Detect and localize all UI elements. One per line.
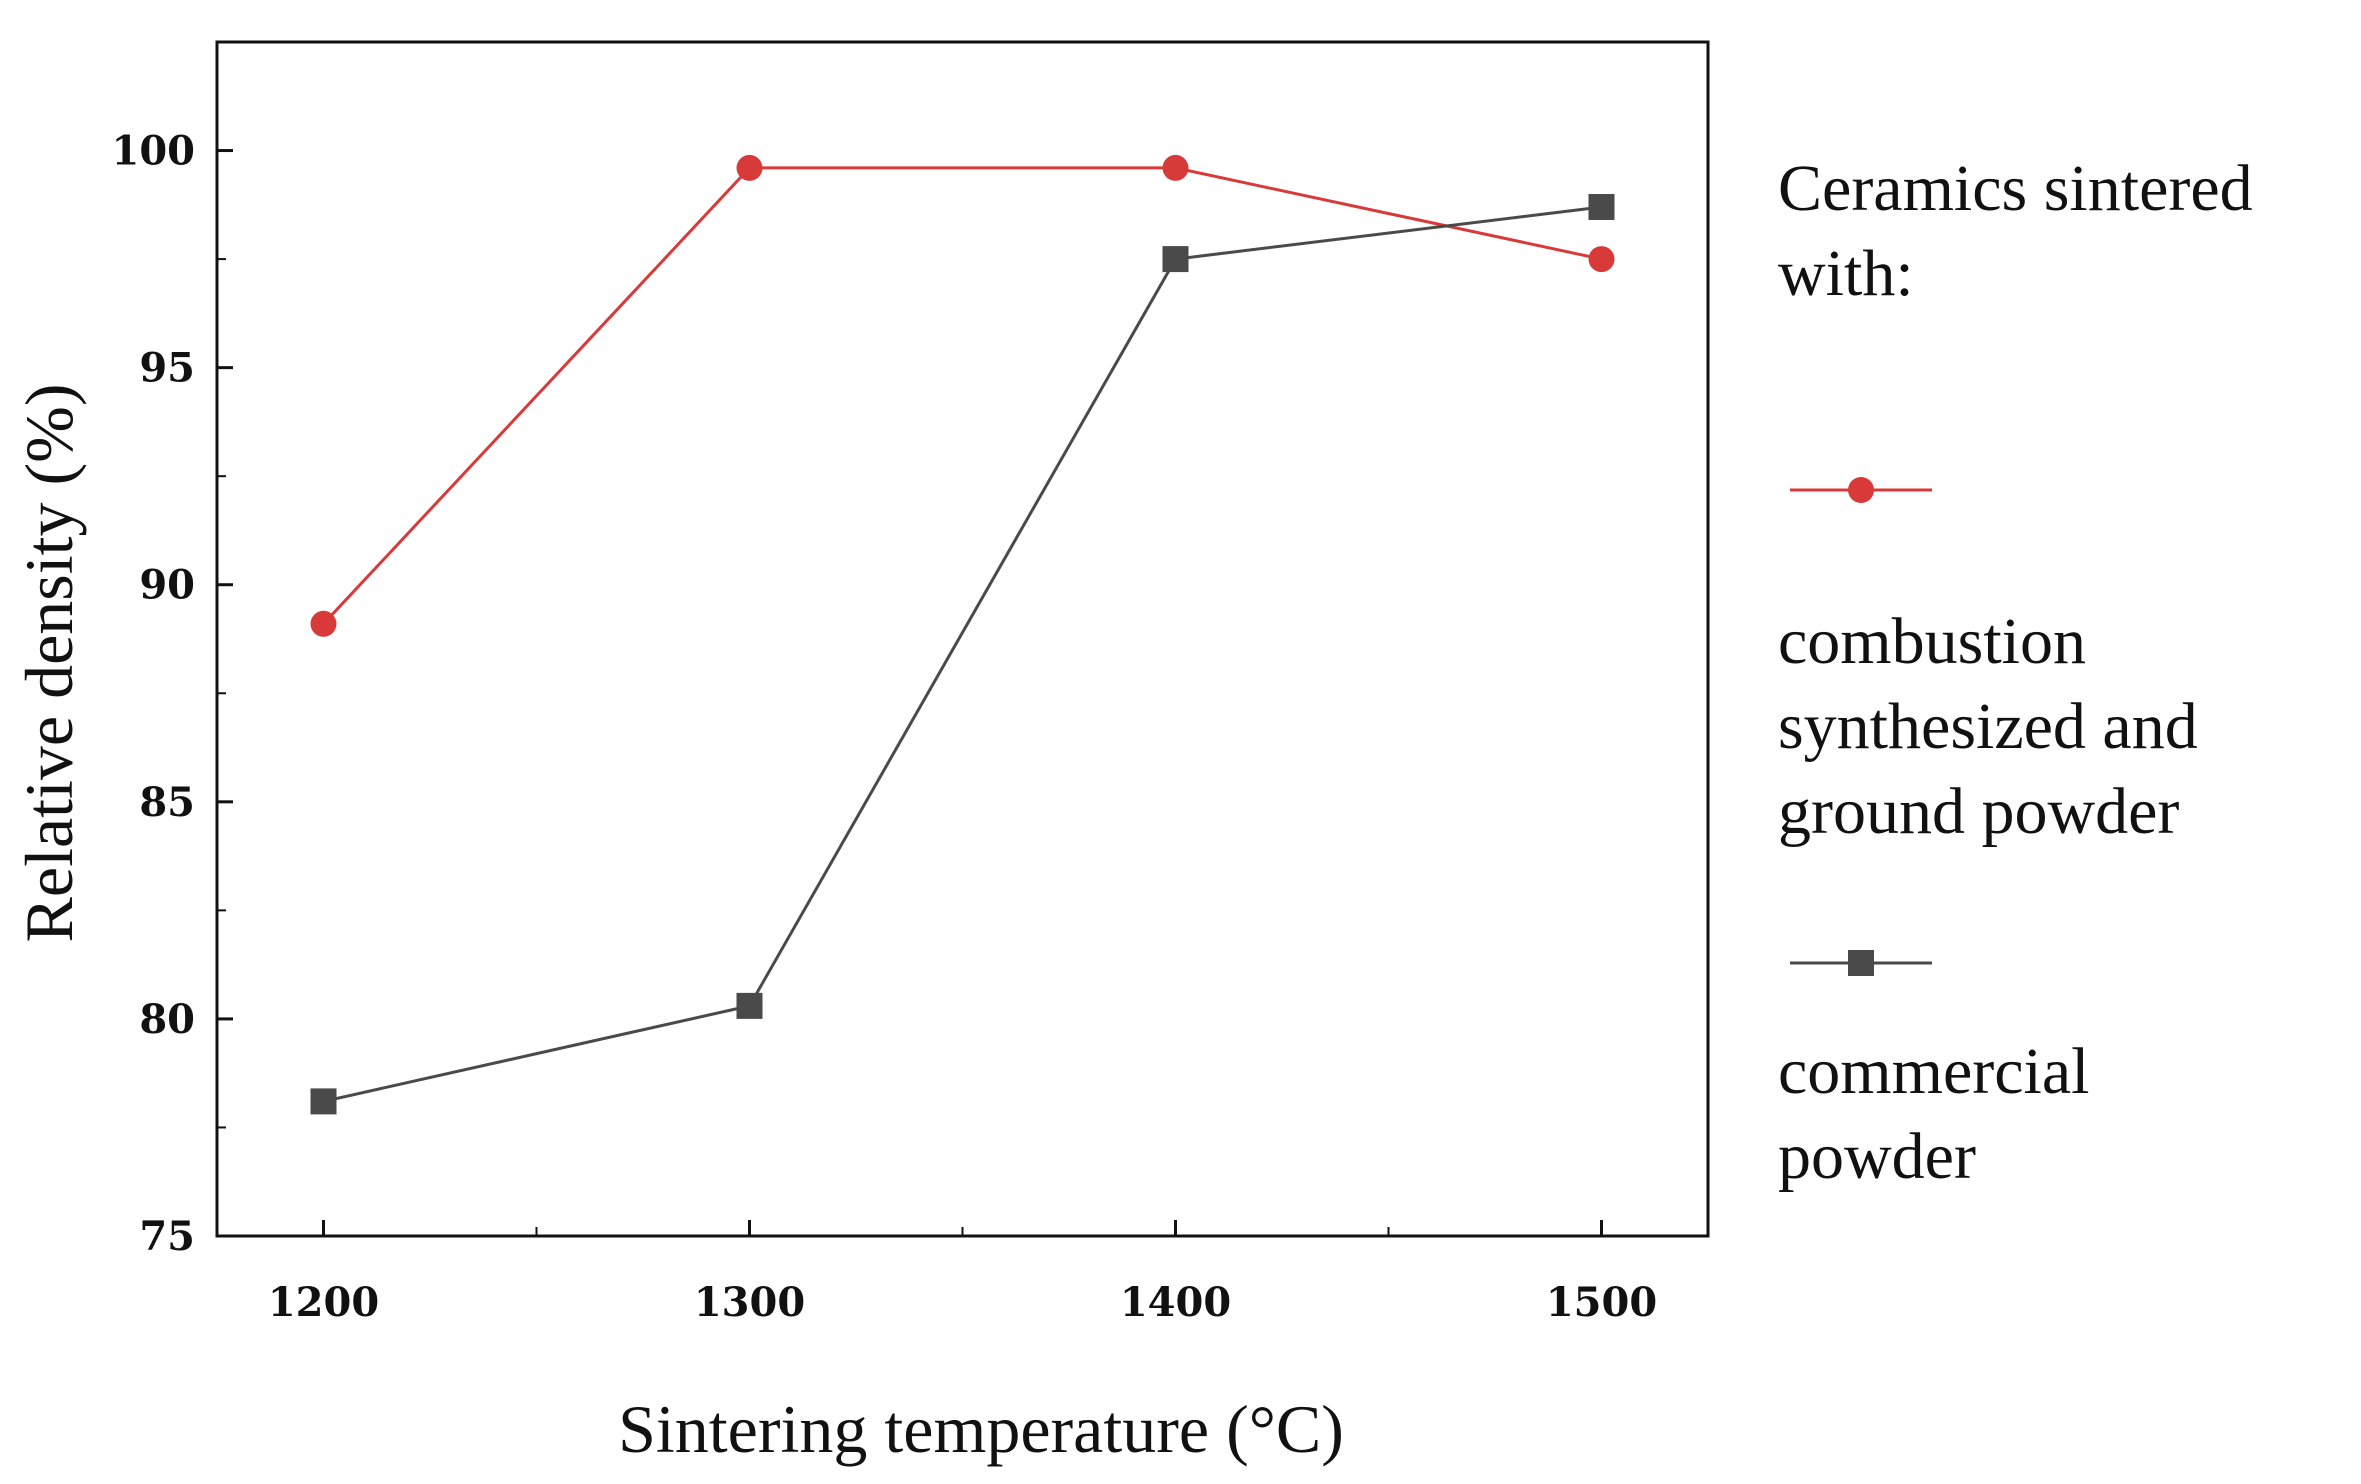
y-tick-label: 85 — [139, 779, 195, 826]
data-point-combustion — [1588, 246, 1615, 273]
x-tick-label: 1300 — [694, 1279, 805, 1326]
legend-marker-commercial — [1848, 950, 1874, 976]
y-tick-label: 90 — [139, 562, 195, 609]
data-point-commercial — [1588, 193, 1615, 220]
legend-title-line-1: Ceramics sintered — [1778, 152, 2253, 225]
data-point-commercial — [310, 1088, 337, 1115]
legend-marker-combustion — [1848, 477, 1874, 503]
legend-label-commercial-line-2: powder — [1778, 1120, 1976, 1193]
x-tick-label: 1500 — [1546, 1279, 1657, 1326]
y-tick-label: 100 — [112, 128, 196, 175]
x-tick-label: 1200 — [268, 1279, 379, 1326]
y-axis-title: Relative density (%) — [11, 384, 87, 943]
data-point-combustion — [310, 610, 337, 637]
series — [310, 154, 1615, 1115]
x-axis: 1200 1300 1400 1500 — [268, 1220, 1657, 1326]
y-tick-label: 75 — [139, 1213, 195, 1260]
legend-label-combustion-line-3: ground powder — [1778, 775, 2179, 848]
legend-label-commercial-line-1: commercial — [1778, 1035, 2090, 1108]
y-tick-label: 95 — [139, 345, 195, 392]
x-tick-label: 1400 — [1120, 1279, 1231, 1326]
legend-label-combustion-line-1: combustion — [1778, 605, 2086, 678]
legend-title-line-2: with: — [1778, 237, 1914, 310]
y-axis: 75 80 85 90 95 100 — [112, 128, 233, 1260]
data-point-commercial — [1162, 246, 1189, 273]
series-line-commercial — [323, 205, 1602, 1103]
data-point-commercial — [736, 992, 763, 1019]
y-tick-label: 80 — [139, 996, 195, 1043]
x-axis-title: Sintering temperature (°C) — [618, 1391, 1344, 1467]
legend-label-combustion-line-2: synthesized and — [1778, 690, 2198, 763]
data-point-combustion — [1162, 154, 1189, 181]
data-point-combustion — [736, 154, 763, 181]
series-line-combustion — [322, 166, 1602, 625]
legend: Ceramics sintered with: combustion synth… — [1778, 152, 2253, 1193]
